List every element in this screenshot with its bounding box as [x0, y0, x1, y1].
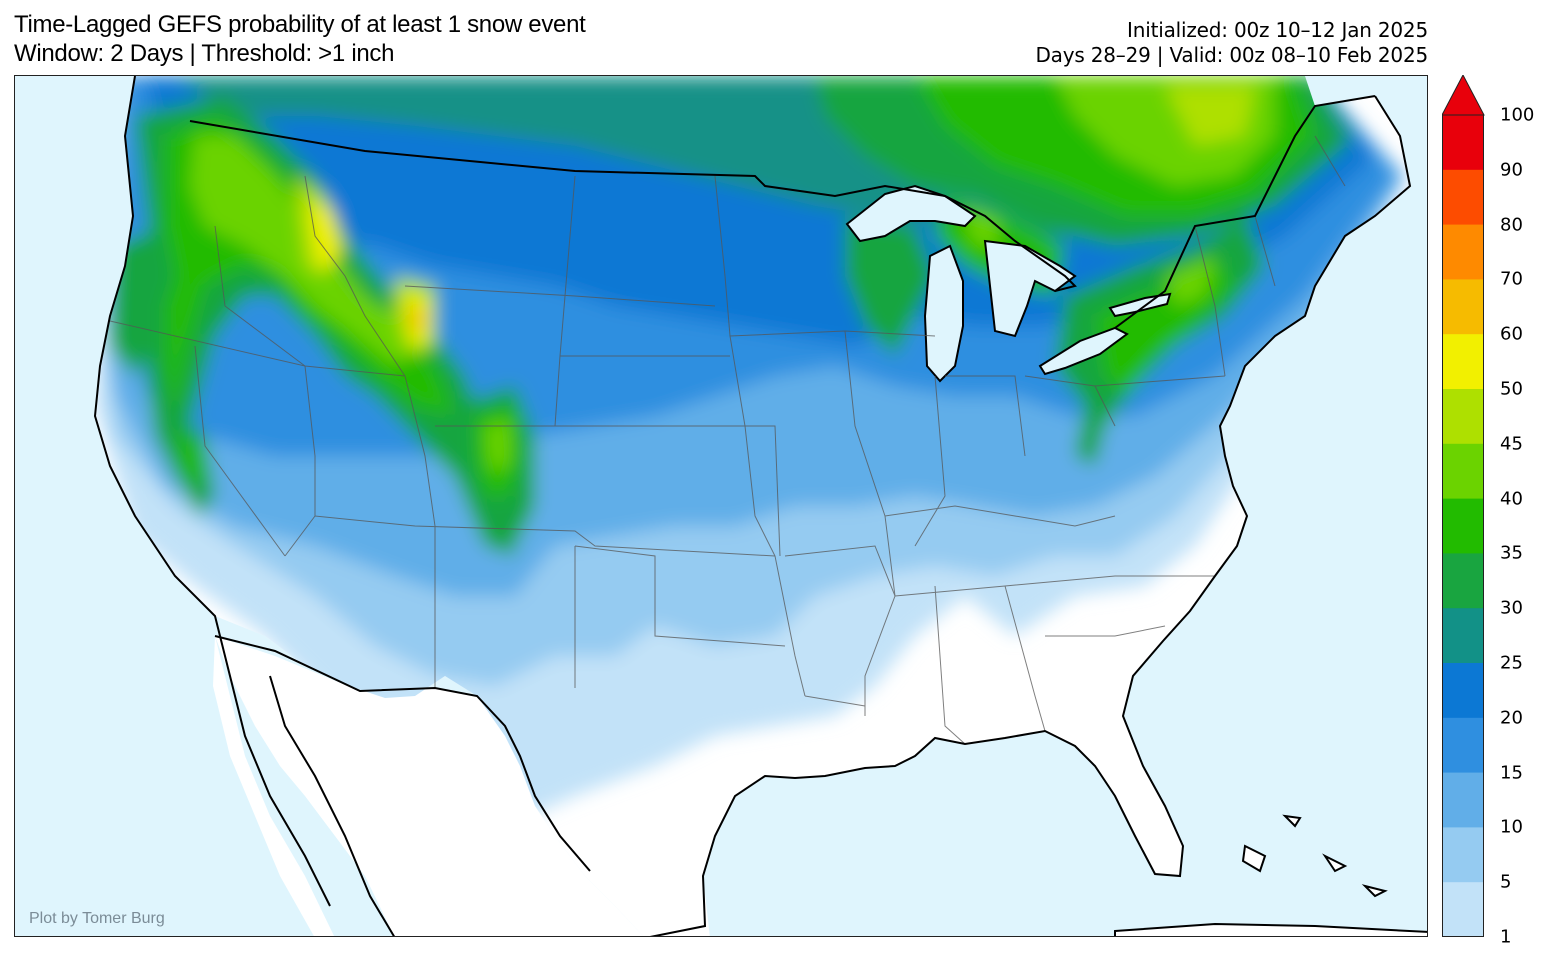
- coastline: [93, 76, 1412, 936]
- colorbar-swatch: [1442, 169, 1484, 226]
- colorbar-tick-label: 90: [1500, 159, 1523, 181]
- colorbar-swatch: [1442, 663, 1484, 719]
- colorbar-tick-label: 30: [1500, 597, 1523, 619]
- title-line-1: Time-Lagged GEFS probability of at least…: [14, 11, 586, 38]
- florida-tip: [1115, 766, 1183, 876]
- colorbar-swatch: [1442, 717, 1484, 774]
- colorbar-tick-label: 40: [1500, 488, 1523, 510]
- colorbar-tick-label: 100: [1500, 104, 1535, 126]
- lake-huron: [983, 239, 1077, 338]
- colorbar-swatch: [1442, 115, 1484, 171]
- gulf-of-california-coast: [269, 675, 395, 936]
- probability-map: [93, 76, 1427, 936]
- init-line: Initialized: 00z 10–12 Jan 2025: [1127, 18, 1428, 42]
- colorbar-swatch: [1442, 443, 1484, 500]
- colorbar-swatch: [1442, 279, 1484, 335]
- map-panel: Plot by Tomer Burg: [14, 75, 1428, 937]
- valid-line: Days 28–29 | Valid: 00z 08–10 Feb 2025: [1035, 43, 1428, 67]
- probability-field: [95, 76, 1405, 836]
- state-borders: [109, 135, 1346, 745]
- lake-erie: [1038, 326, 1129, 376]
- colorbar-swatch: [1442, 334, 1484, 390]
- lake-michigan: [923, 244, 964, 383]
- colorbar-tick-label: 80: [1500, 214, 1523, 236]
- colorbar-swatch: [1442, 498, 1484, 554]
- colorbar-swatch: [1442, 827, 1484, 883]
- colorbar-tick-label: 50: [1500, 378, 1523, 400]
- colorbar-tick-label: 35: [1500, 542, 1523, 564]
- colorbar-tick-label: 10: [1500, 816, 1523, 838]
- colorbar-swatch: [1442, 772, 1484, 828]
- colorbar-swatch: [1442, 882, 1484, 937]
- colorbar-swatch: [1442, 608, 1484, 664]
- run-info: Initialized: 00z 10–12 Jan 2025 Days 28–…: [1035, 18, 1428, 68]
- colorbar-border: [1442, 114, 1484, 937]
- caribbean-islands: [1114, 814, 1427, 936]
- colorbar-tick-label: 15: [1500, 762, 1523, 784]
- colorbar: [1442, 75, 1485, 937]
- us-canada-border: [189, 95, 1376, 329]
- title-line-2: Window: 2 Days | Threshold: >1 inch: [14, 40, 395, 67]
- mexico-land: [215, 636, 644, 936]
- us-mexico-border: [214, 635, 591, 872]
- colorbar-tick-label: 25: [1500, 652, 1523, 674]
- map-title: Time-Lagged GEFS probability of at least…: [14, 10, 586, 68]
- colorbar-tick-label: 70: [1500, 268, 1523, 290]
- colorbar-swatch: [1442, 389, 1484, 445]
- colorbar-swatch: [1442, 224, 1484, 280]
- colorbar-extend-arrow: [1442, 75, 1485, 116]
- colorbar-tick-label: 20: [1500, 707, 1523, 729]
- colorbar-swatch: [1442, 553, 1484, 609]
- colorbar-tick-label: 1: [1500, 926, 1512, 948]
- colorbar-tick-label: 45: [1500, 433, 1523, 455]
- colorbar-tick-label: 5: [1500, 871, 1512, 893]
- colorbar-tick-label: 60: [1500, 323, 1523, 345]
- borders: [93, 76, 1412, 936]
- plot-credit: Plot by Tomer Burg: [29, 910, 165, 927]
